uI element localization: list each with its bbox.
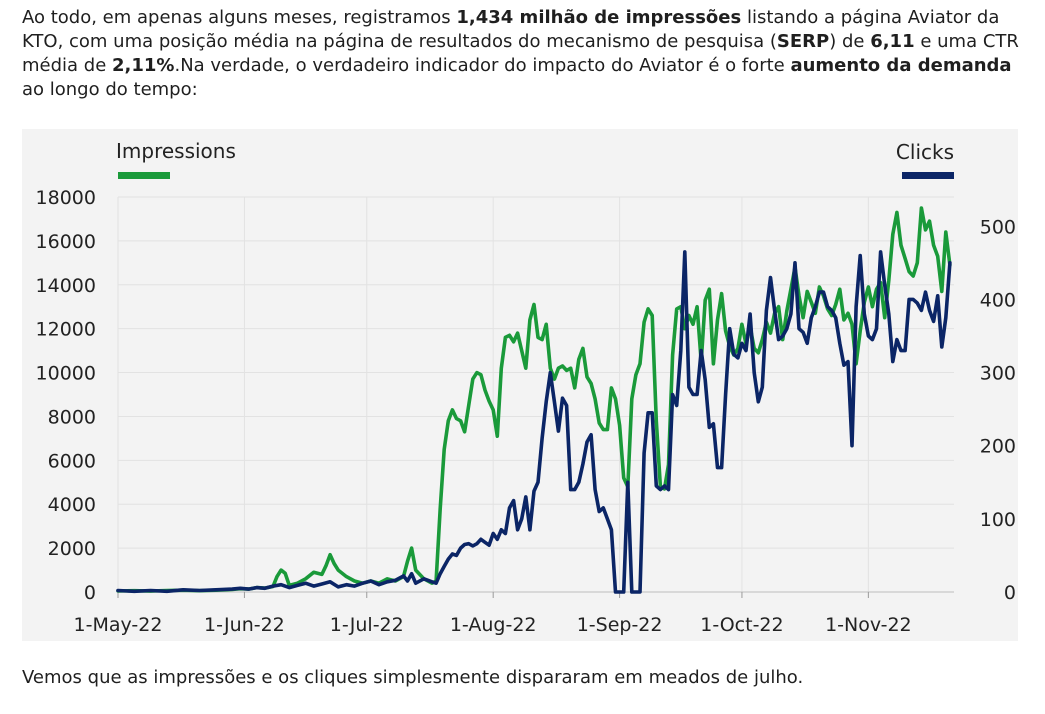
x-tick-label: 1-Nov-22 xyxy=(825,614,912,636)
y-left-tick-label: 4000 xyxy=(48,494,96,516)
avg-ctr: 2,11% xyxy=(112,55,175,76)
x-tick-label: 1-Jun-22 xyxy=(204,614,285,636)
y-left-tick-label: 2000 xyxy=(48,538,96,560)
y-right-tick-label: 200 xyxy=(980,436,1016,458)
y-left-tick-label: 12000 xyxy=(36,319,96,341)
impressions-clicks-chart: Impressions Clicks 020004000600080001000… xyxy=(36,139,1016,636)
avg-position: 6,11 xyxy=(870,31,915,52)
impressions-total: 1,434 milhão de impressões xyxy=(456,7,742,28)
serp-term: SERP xyxy=(776,31,830,52)
legend-clicks-label: Clicks xyxy=(896,140,954,164)
y-left-tick-label: 18000 xyxy=(36,187,96,209)
y-left-tick-label: 0 xyxy=(84,582,96,604)
x-tick-label: 1-May-22 xyxy=(74,614,163,636)
series-lines xyxy=(116,206,952,594)
series-line-clicks xyxy=(116,250,952,594)
y-right-tick-label: 0 xyxy=(1004,582,1016,604)
y-axis-left: 0 2000 4000 6000 8000 10000 12000 14000 16000 180… xyxy=(36,187,96,604)
chart-panel: Impressions Clicks 0 2000 4000 6000 8000 1000… xyxy=(22,129,1018,641)
x-tick-label: 1-Oct-22 xyxy=(700,614,783,636)
y-left-tick-label: 8000 xyxy=(48,406,96,428)
y-right-tick-label: 300 xyxy=(980,363,1016,385)
demand-increase: aumento da demanda xyxy=(790,55,1012,76)
intro-text: Ao todo, em apenas alguns meses, registr… xyxy=(22,7,457,28)
closing-paragraph: Vemos que as impressões e os cliques sim… xyxy=(22,667,804,688)
gridlines xyxy=(117,196,954,593)
x-tick-label: 1-Sep-22 xyxy=(577,614,663,636)
y-left-tick-label: 10000 xyxy=(36,363,96,385)
intro-text: ao longo do tempo: xyxy=(22,79,198,100)
intro-text: ) de xyxy=(829,31,871,52)
legend: Impressions Clicks xyxy=(116,139,954,179)
y-left-tick-label: 14000 xyxy=(36,275,96,297)
y-right-tick-label: 100 xyxy=(980,509,1016,531)
y-left-tick-label: 6000 xyxy=(48,450,96,472)
intro-text: listando a página Aviator da KTO, com um… xyxy=(22,7,1000,52)
intro-paragraph: Ao todo, em apenas alguns meses, registr… xyxy=(22,6,1022,102)
x-axis: 1-May-22 1-Jun-22 1-Jul-22 1-Aug-22 1-Sep-22… xyxy=(74,591,954,636)
x-tick-label: 1-Aug-22 xyxy=(450,614,537,636)
legend-impressions-label: Impressions xyxy=(116,139,236,163)
intro-text: e uma CTR média de xyxy=(22,31,1019,76)
y-right-tick-label: 500 xyxy=(980,216,1016,238)
y-axis-right: 0 100 200 300 400 500 xyxy=(980,216,1016,604)
y-left-tick-label: 16000 xyxy=(36,231,96,253)
legend-impressions-swatch xyxy=(118,172,170,179)
intro-text: .Na verdade, o verdadeiro indicador do i… xyxy=(174,55,791,76)
x-tick-label: 1-Jul-22 xyxy=(330,614,404,636)
series-line-impressions xyxy=(116,206,952,593)
legend-clicks-swatch xyxy=(902,172,954,179)
y-right-tick-label: 400 xyxy=(980,289,1016,311)
